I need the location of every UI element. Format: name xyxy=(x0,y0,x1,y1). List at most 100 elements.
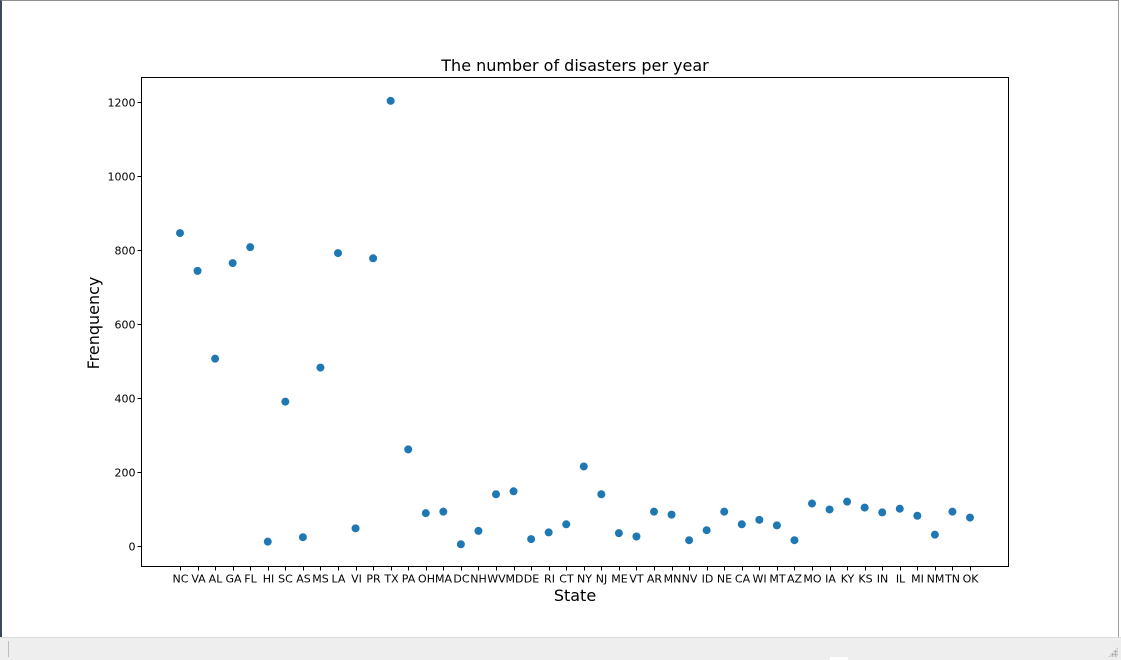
status-divider xyxy=(8,641,9,657)
data-point xyxy=(930,530,939,539)
data-point xyxy=(544,528,553,537)
x-tick-label: AL xyxy=(209,573,224,586)
x-tick-label: TX xyxy=(383,573,399,586)
x-tick-label: DE xyxy=(524,573,539,586)
data-point xyxy=(878,508,887,517)
data-point xyxy=(263,537,272,546)
data-point xyxy=(562,520,571,529)
x-tick-label: VA xyxy=(191,573,206,586)
y-tick-label: 400 xyxy=(115,393,136,406)
x-tick-label: OH xyxy=(418,573,435,586)
x-tick-label: VI xyxy=(351,573,362,586)
data-point xyxy=(369,254,378,263)
x-tick-label: NJ xyxy=(596,573,607,586)
x-tick-label: MA xyxy=(435,573,452,586)
data-point xyxy=(492,490,500,499)
data-point xyxy=(650,507,658,516)
x-tick-label: RI xyxy=(544,573,555,586)
data-point xyxy=(808,499,816,508)
data-point xyxy=(421,509,430,518)
data-point xyxy=(632,532,641,541)
data-point xyxy=(948,507,957,516)
scatter-chart: The number of disasters per year 0 200 400… xyxy=(84,56,1009,605)
data-point xyxy=(966,513,974,522)
x-tick-label: NH xyxy=(470,573,487,586)
x-tick-label: MD xyxy=(506,573,524,586)
data-point xyxy=(298,533,307,542)
data-point xyxy=(825,505,834,514)
x-tick-label: MI xyxy=(911,573,924,586)
x-tick-label: NE xyxy=(717,573,732,586)
x-tick-label: IL xyxy=(896,573,906,586)
resize-grip-icon[interactable] xyxy=(1108,647,1118,657)
data-point xyxy=(667,510,676,519)
x-axis-label: State xyxy=(554,586,596,605)
chart-title: The number of disasters per year xyxy=(440,56,709,75)
data-point xyxy=(843,497,852,506)
data-points xyxy=(176,96,974,549)
x-tick-label: WI xyxy=(752,573,766,586)
x-tick-label: OK xyxy=(963,573,980,586)
data-point xyxy=(614,529,623,538)
y-tick-label: 200 xyxy=(115,467,136,480)
x-tick-label: FL xyxy=(244,573,257,586)
data-point xyxy=(597,490,606,499)
y-tick-label: 0 xyxy=(129,541,136,554)
x-tick-label: AS xyxy=(296,573,311,586)
y-axis-label: Frenquency xyxy=(84,277,103,370)
data-point xyxy=(211,354,220,363)
data-point xyxy=(316,363,325,372)
y-tick-label: 1200 xyxy=(108,97,136,110)
data-point xyxy=(193,266,202,275)
x-tick-label: MS xyxy=(312,573,328,586)
data-point xyxy=(474,526,483,535)
data-point xyxy=(228,259,237,268)
data-point xyxy=(720,507,729,516)
x-tick-label: MO xyxy=(803,573,821,586)
x-tick-label: PR xyxy=(366,573,381,586)
x-tick-label: ME xyxy=(611,573,627,586)
data-point xyxy=(386,96,395,105)
data-point xyxy=(456,540,465,549)
x-tick-label: IN xyxy=(877,573,888,586)
data-point xyxy=(772,521,781,530)
y-tick-label: 800 xyxy=(115,245,136,258)
x-tick-label: NV xyxy=(682,573,698,586)
x-tick-label: PA xyxy=(402,573,416,586)
data-point xyxy=(246,243,255,252)
data-point xyxy=(755,515,764,524)
data-point xyxy=(685,536,694,545)
data-point xyxy=(281,397,290,406)
x-tick-label: KS xyxy=(858,573,872,586)
x-tick-label: IA xyxy=(825,573,836,586)
data-point xyxy=(860,503,869,512)
x-tick-label: SC xyxy=(278,573,293,586)
plot-area xyxy=(141,77,1009,567)
x-tick-label: CA xyxy=(735,573,751,586)
data-point xyxy=(439,507,448,516)
x-tick-label: CT xyxy=(559,573,574,586)
x-tick-label: MN xyxy=(664,573,682,586)
x-tick-label: WV xyxy=(487,573,506,586)
data-point xyxy=(334,249,342,258)
y-axis: 0 200 400 600 800 1000 1200 xyxy=(108,97,142,554)
data-point xyxy=(895,504,904,513)
y-tick-label: 1000 xyxy=(108,171,136,184)
x-tick-label: TN xyxy=(944,573,960,586)
x-tick-label: NY xyxy=(577,573,592,586)
x-tick-label: AR xyxy=(647,573,663,586)
data-point xyxy=(527,535,536,544)
x-tick-label: AZ xyxy=(787,573,803,586)
data-point xyxy=(790,536,799,545)
status-bar xyxy=(0,637,1121,660)
scroll-thumb[interactable] xyxy=(830,657,848,660)
data-point xyxy=(404,445,413,454)
data-point xyxy=(351,524,360,533)
y-tick-label: 600 xyxy=(115,319,136,332)
x-axis: NC VA AL GA FL HI SC AS MS LA VI PR TX PA OH MA DC NH WV MD… xyxy=(173,566,980,586)
data-point xyxy=(737,520,746,529)
data-point xyxy=(509,487,518,496)
x-tick-label: LA xyxy=(332,573,346,586)
x-tick-label: HI xyxy=(263,573,275,586)
x-tick-label: NM xyxy=(927,573,945,586)
